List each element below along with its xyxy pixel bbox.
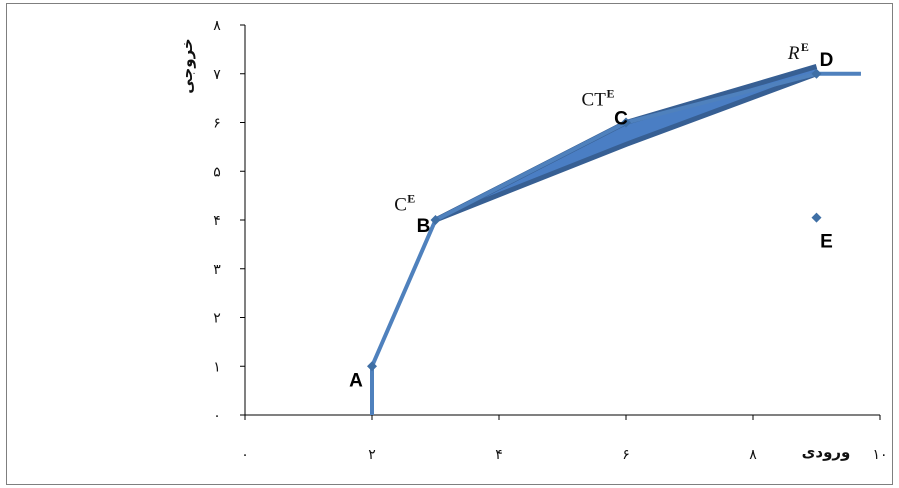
annotation-superscript: E: [607, 86, 615, 100]
y-tick-label: ۶: [213, 116, 221, 132]
point-a-label: A: [349, 370, 363, 391]
annotation: CT E: [582, 86, 615, 110]
annotation-base: CT: [582, 89, 607, 110]
annotation-base: R: [787, 43, 800, 64]
x-tick-label: ۲: [368, 447, 376, 463]
y-tick-label: ۷: [213, 67, 221, 83]
point-c-marker: [621, 117, 631, 128]
y-tick-label: ۰: [213, 408, 221, 424]
x-tick-label: ۶: [622, 447, 630, 463]
annotation-superscript: E: [407, 191, 415, 205]
y-axis-title: خروجی: [178, 38, 196, 93]
y-tick-label: ۳: [213, 262, 221, 278]
annotation-superscript: E: [801, 40, 809, 54]
y-tick-label: ۴: [213, 213, 221, 229]
point-d-label: D: [820, 50, 834, 71]
y-tick-label: ۵: [213, 164, 221, 180]
frontier-line: [370, 71, 861, 415]
chart-frame: [6, 3, 893, 485]
facet-lower-line: [434, 71, 818, 223]
x-axis-title: ورودی: [802, 443, 851, 461]
annotations: C ECT ER E: [394, 40, 809, 215]
axes: ۰ ۲ ۴ ۶ ۸ ۱۰ ۰ ۱ ۲ ۳ ۴ ۵ ۶ ۷ ۸: [213, 18, 887, 463]
point-d-marker: [811, 68, 822, 79]
y-tick-label: ۱: [213, 359, 221, 375]
point-b-label: B: [417, 216, 431, 237]
x-axis-ticks: ۰ ۲ ۴ ۶ ۸ ۱۰: [241, 415, 888, 463]
point-e-label: E: [820, 232, 833, 253]
y-axis-ticks: ۰ ۱ ۲ ۳ ۴ ۵ ۶ ۷ ۸: [213, 18, 245, 424]
x-tick-label: ۱۰: [872, 447, 887, 463]
y-tick-label: ۲: [213, 311, 221, 327]
point-b-marker: [430, 215, 441, 225]
x-tick-label: ۴: [495, 447, 503, 463]
x-tick-label: ۰: [241, 447, 249, 463]
point-c-label: C: [614, 109, 628, 130]
point-e-marker: [811, 212, 822, 223]
y-tick-label: ۸: [213, 18, 221, 34]
annotation-base: C: [394, 194, 407, 215]
point-a-marker: [367, 361, 377, 372]
x-tick-label: ۸: [749, 447, 757, 463]
